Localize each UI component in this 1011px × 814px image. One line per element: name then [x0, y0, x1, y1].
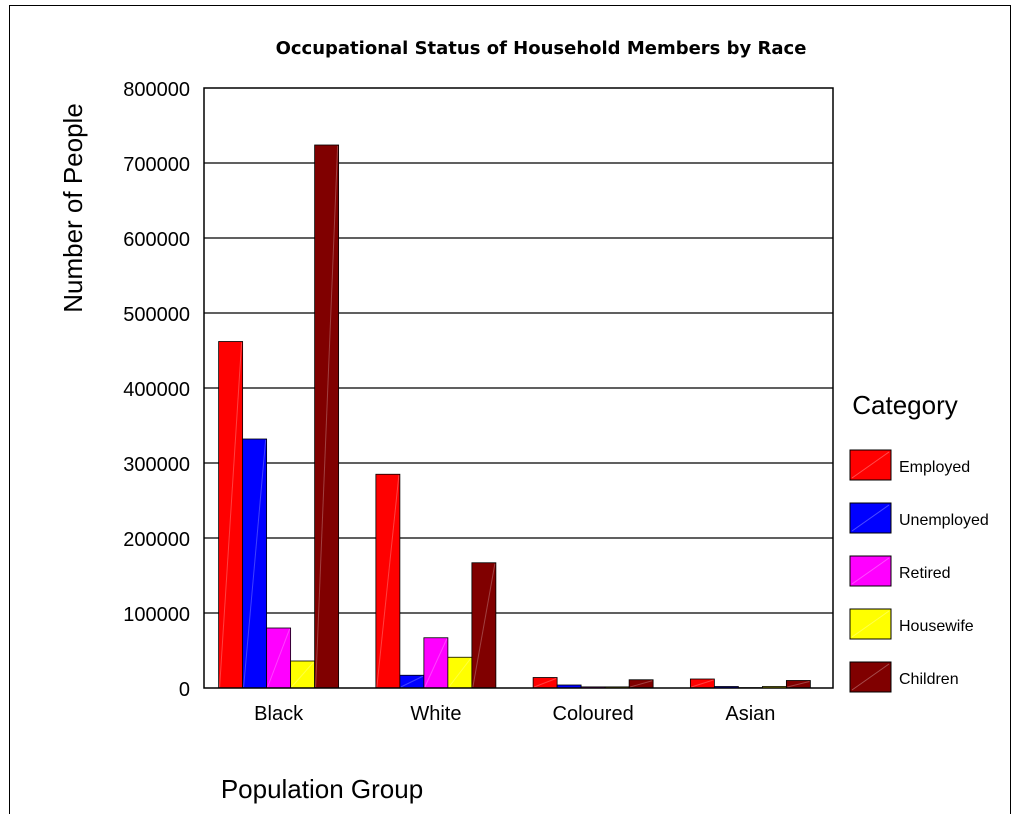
bar-sheen — [267, 628, 291, 688]
bar-employed-white — [375, 473, 401, 689]
y-tick-labels: 0 100000 200000 300000 400000 500000 600000 700… — [123, 79, 190, 701]
legend-title: Category — [852, 390, 958, 420]
legend-label-unemployed: Unemployed — [899, 512, 989, 529]
gridlines — [204, 162, 833, 614]
x-tick-label: Asian — [725, 703, 775, 725]
legend: Employed Unemployed Retired Housewife Childr… — [849, 449, 989, 693]
x-tick-label: Black — [254, 703, 304, 725]
y-tick-label: 700000 — [123, 154, 190, 176]
bar-sheen — [376, 475, 400, 688]
legend-swatch-sheen — [851, 451, 890, 479]
y-tick-label: 0 — [179, 679, 190, 701]
bar-sheen — [787, 681, 810, 688]
bar-sheen — [424, 638, 448, 688]
bar-sheen — [400, 675, 424, 688]
bar-unemployed-black — [242, 438, 268, 689]
y-tick-label: 100000 — [123, 604, 190, 626]
legend-swatch-children — [849, 661, 892, 693]
legend-swatch-sheen — [851, 663, 890, 691]
legend-swatch-unemployed — [849, 502, 892, 534]
legend-swatch-retired — [849, 555, 892, 587]
y-tick-label: 500000 — [123, 304, 190, 326]
x-axis-label: Population Group — [221, 774, 423, 804]
bar-sheen — [472, 563, 496, 688]
y-tick-label: 400000 — [123, 379, 190, 401]
bar-sheen — [291, 661, 315, 688]
bar-sheen — [219, 342, 243, 688]
x-tick-label: Coloured — [553, 703, 634, 725]
chart-frame — [9, 5, 1011, 814]
y-tick-label: 600000 — [123, 229, 190, 251]
bar-children-white — [471, 562, 497, 689]
chart-title: Occupational Status of Household Members… — [276, 38, 807, 59]
legend-swatch-sheen — [851, 610, 890, 638]
bar-sheen — [448, 657, 472, 688]
x-tick-label: White — [410, 703, 461, 725]
bar-retired-black — [266, 627, 292, 689]
bar-sheen — [315, 145, 339, 688]
legend-label-children: Children — [899, 671, 959, 688]
bar-sheen — [691, 679, 714, 688]
bar-housewife-white — [447, 656, 473, 689]
bars — [218, 144, 811, 689]
y-tick-label: 200000 — [123, 529, 190, 551]
y-tick-label: 800000 — [123, 79, 190, 101]
legend-swatch-sheen — [851, 557, 890, 585]
bar-sheen — [533, 678, 557, 688]
legend-swatch-housewife — [849, 608, 892, 640]
y-axis-label: Number of People — [58, 103, 88, 313]
bar-sheen — [629, 680, 653, 688]
legend-label-retired: Retired — [899, 565, 951, 582]
y-tick-label: 300000 — [123, 454, 190, 476]
plot-area-border — [203, 87, 834, 689]
legend-swatch-employed — [849, 449, 892, 481]
legend-swatch-sheen — [851, 504, 890, 532]
legend-label-housewife: Housewife — [899, 618, 974, 635]
bar-sheen — [243, 439, 267, 688]
legend-label-employed: Employed — [899, 459, 970, 476]
bar-employed-black — [218, 341, 244, 689]
x-tick-labels: Black White Coloured Asian — [254, 703, 775, 725]
